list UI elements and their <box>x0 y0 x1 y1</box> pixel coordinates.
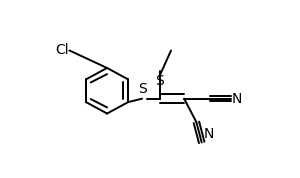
Text: N: N <box>204 127 214 141</box>
Text: Cl: Cl <box>55 43 68 57</box>
Text: N: N <box>232 92 242 106</box>
Text: S: S <box>155 74 164 88</box>
Text: S: S <box>138 82 146 96</box>
